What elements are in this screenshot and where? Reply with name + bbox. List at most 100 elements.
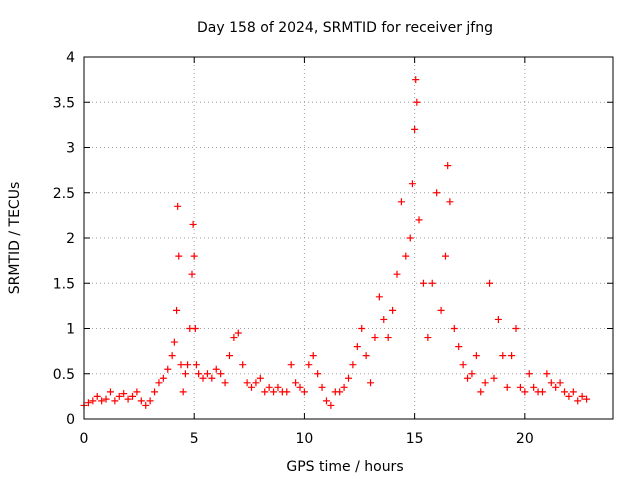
data-point xyxy=(455,343,463,351)
data-point xyxy=(433,189,441,197)
data-point xyxy=(84,399,92,407)
data-point xyxy=(406,234,414,242)
data-point xyxy=(547,379,555,387)
data-point xyxy=(525,370,533,378)
data-point xyxy=(115,392,123,400)
data-point xyxy=(336,388,344,396)
data-point xyxy=(437,306,445,314)
data-point xyxy=(419,279,427,287)
data-point xyxy=(133,388,141,396)
data-point xyxy=(164,365,172,373)
data-point xyxy=(402,252,410,260)
data-point xyxy=(389,306,397,314)
data-point xyxy=(195,370,203,378)
data-point xyxy=(199,374,207,382)
data-point xyxy=(428,279,436,287)
data-point xyxy=(512,325,520,332)
data-point xyxy=(380,315,388,323)
data-point xyxy=(111,397,119,405)
data-point xyxy=(444,162,452,170)
data-point xyxy=(102,395,110,403)
y-tick-label: 3.5 xyxy=(53,95,75,111)
data-point xyxy=(89,397,97,405)
data-point xyxy=(274,383,282,391)
data-point xyxy=(327,401,335,409)
data-point xyxy=(252,379,260,387)
data-point xyxy=(261,388,269,396)
data-point xyxy=(322,397,330,405)
data-point xyxy=(106,388,114,396)
data-point xyxy=(270,388,278,396)
data-point xyxy=(530,383,538,391)
data-point xyxy=(318,383,326,391)
data-point xyxy=(569,388,577,396)
data-point xyxy=(415,216,423,224)
data-point xyxy=(367,379,375,387)
data-point xyxy=(503,383,511,391)
data-point xyxy=(508,352,516,360)
data-point xyxy=(543,370,551,378)
data-point xyxy=(177,361,185,369)
data-point xyxy=(191,325,199,332)
y-tick-label: 1 xyxy=(66,322,75,338)
series-srmtid xyxy=(80,76,591,409)
data-point xyxy=(375,293,383,301)
data-point xyxy=(472,352,480,360)
data-point xyxy=(230,334,238,342)
data-point xyxy=(397,198,405,206)
data-point xyxy=(265,383,273,391)
data-point xyxy=(179,388,187,396)
data-point xyxy=(424,334,432,342)
data-point xyxy=(412,76,420,84)
data-point xyxy=(142,401,150,409)
y-tick-label: 3 xyxy=(66,141,75,157)
data-point xyxy=(490,374,498,382)
data-point xyxy=(217,370,225,378)
data-point xyxy=(256,374,264,382)
y-tick-label: 0.5 xyxy=(53,367,75,383)
data-point xyxy=(468,370,476,378)
data-point xyxy=(349,361,357,369)
data-point xyxy=(175,252,183,260)
data-point xyxy=(128,392,136,400)
data-point xyxy=(561,388,569,396)
y-tick-label: 2 xyxy=(66,231,75,247)
data-point xyxy=(137,397,145,405)
data-point xyxy=(459,361,467,369)
grid xyxy=(84,57,613,419)
data-point xyxy=(93,392,101,400)
data-point xyxy=(477,388,485,396)
data-point xyxy=(552,383,560,391)
data-point xyxy=(450,325,458,332)
y-axis-label: SRMTID / TECUs xyxy=(7,182,23,295)
data-point xyxy=(203,370,211,378)
data-point xyxy=(516,383,524,391)
data-point xyxy=(574,397,582,405)
data-point xyxy=(565,392,573,400)
data-point xyxy=(189,220,197,228)
axis-ticks: 0 0.5 1 1.5 2 2.5 3 3.5 4 0 5 10 15 20 xyxy=(53,50,613,447)
data-point xyxy=(556,379,564,387)
data-point xyxy=(296,383,304,391)
data-point xyxy=(408,180,416,188)
data-point xyxy=(287,361,295,369)
data-point xyxy=(521,388,529,396)
data-point xyxy=(181,370,189,378)
chart-title: Day 158 of 2024, SRMTID for receiver jfn… xyxy=(197,20,493,36)
data-point xyxy=(174,202,182,210)
data-series xyxy=(80,76,591,409)
data-point xyxy=(159,374,167,382)
data-point xyxy=(225,352,233,360)
data-point xyxy=(362,352,370,360)
data-point xyxy=(283,388,291,396)
data-point xyxy=(239,361,247,369)
y-tick-label: 2.5 xyxy=(53,186,75,202)
data-point xyxy=(170,338,178,346)
data-point xyxy=(578,392,586,400)
data-point xyxy=(464,374,472,382)
data-point xyxy=(441,252,449,260)
data-point xyxy=(309,352,317,360)
data-point xyxy=(173,306,181,314)
data-point xyxy=(314,370,322,378)
